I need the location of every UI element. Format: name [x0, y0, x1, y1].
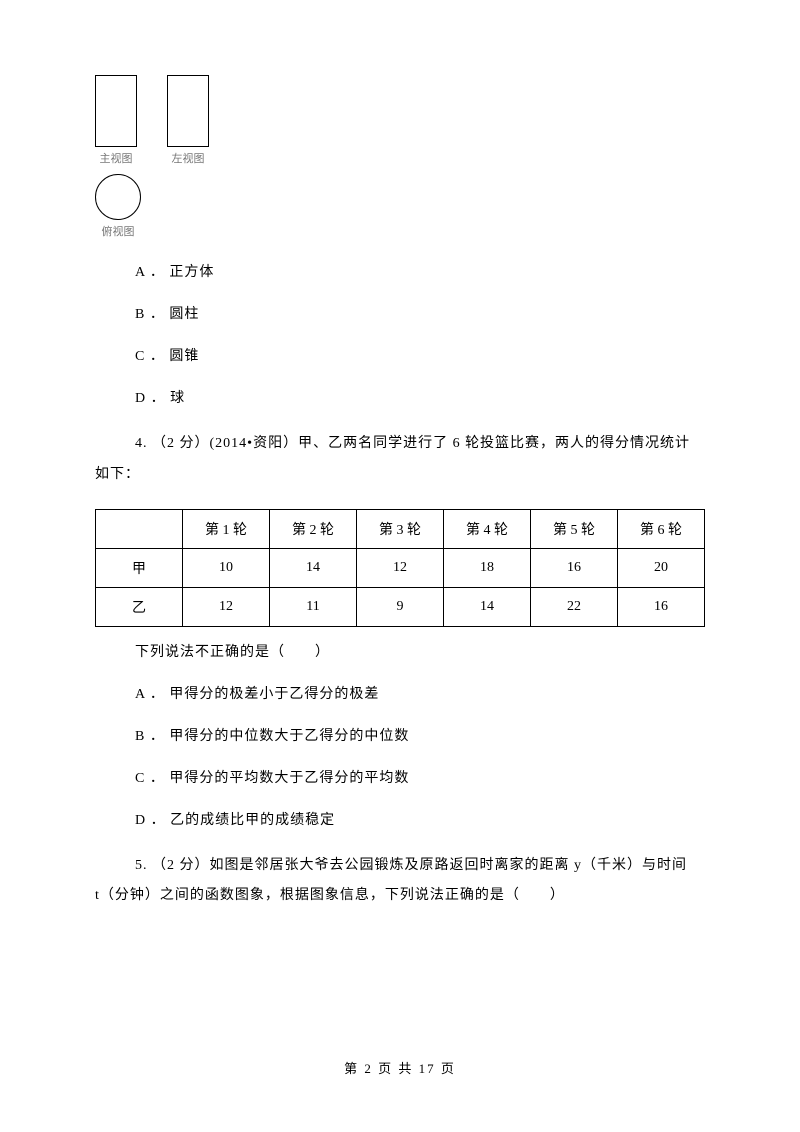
q4-stem: 4. （2 分）(2014•资阳）甲、乙两名同学进行了 6 轮投篮比赛，两人的得… — [135, 429, 705, 491]
q5-stem: 5. （2 分）如图是邻居张大爷去公园锻炼及原路返回时离家的距离 y（千米）与时… — [135, 851, 705, 913]
table-header-0 — [96, 509, 183, 548]
q3-option-d: D ． 球 — [135, 387, 705, 407]
top-view-col: 俯视图 — [95, 174, 141, 239]
orthographic-views-row2: 俯视图 — [95, 174, 705, 239]
table-header-4: 第 4 轮 — [444, 509, 531, 548]
q4-option-a: A ． 甲得分的极差小于乙得分的极差 — [135, 683, 705, 703]
table-cell: 9 — [357, 587, 444, 626]
q4-option-c: C ． 甲得分的平均数大于乙得分的平均数 — [135, 767, 705, 787]
q5-stem-line2: t（分钟）之间的函数图象，根据图象信息，下列说法正确的是（ ） — [95, 881, 565, 912]
page-footer: 第 2 页 共 17 页 — [0, 1058, 800, 1077]
q4-stem-line1: 4. （2 分）(2014•资阳）甲、乙两名同学进行了 6 轮投篮比赛，两人的得… — [135, 436, 690, 451]
table-cell: 12 — [357, 548, 444, 587]
q4-score-table: 第 1 轮 第 2 轮 第 3 轮 第 4 轮 第 5 轮 第 6 轮 甲 10… — [95, 509, 705, 627]
q4-option-d: D ． 乙的成绩比甲的成绩稳定 — [135, 809, 705, 829]
q3-option-a: A ． 正方体 — [135, 261, 705, 281]
table-cell: 乙 — [96, 587, 183, 626]
table-header-1: 第 1 轮 — [183, 509, 270, 548]
table-cell: 14 — [444, 587, 531, 626]
table-row: 甲 10 14 12 18 16 20 — [96, 548, 705, 587]
table-cell: 甲 — [96, 548, 183, 587]
left-view-rect — [167, 75, 209, 147]
table-row: 乙 12 11 9 14 22 16 — [96, 587, 705, 626]
table-cell: 22 — [531, 587, 618, 626]
top-view-circle — [95, 174, 141, 220]
left-view-col: 左视图 — [167, 75, 209, 166]
table-cell: 11 — [270, 587, 357, 626]
front-view-col: 主视图 — [95, 75, 137, 166]
q4-stem-line2: 如下： — [95, 460, 140, 491]
table-cell: 16 — [618, 587, 705, 626]
table-header-2: 第 2 轮 — [270, 509, 357, 548]
front-view-label: 主视图 — [100, 150, 133, 166]
front-view-rect — [95, 75, 137, 147]
table-header-5: 第 5 轮 — [531, 509, 618, 548]
top-view-label: 俯视图 — [102, 223, 135, 239]
orthographic-views-row1: 主视图 左视图 — [95, 75, 705, 166]
left-view-label: 左视图 — [172, 150, 205, 166]
table-header-row: 第 1 轮 第 2 轮 第 3 轮 第 4 轮 第 5 轮 第 6 轮 — [96, 509, 705, 548]
q4-prompt: 下列说法不正确的是（ ） — [135, 641, 705, 661]
table-header-3: 第 3 轮 — [357, 509, 444, 548]
table-cell: 14 — [270, 548, 357, 587]
q5-stem-line1: 5. （2 分）如图是邻居张大爷去公园锻炼及原路返回时离家的距离 y（千米）与时… — [135, 858, 687, 873]
q4-option-b: B ． 甲得分的中位数大于乙得分的中位数 — [135, 725, 705, 745]
table-cell: 20 — [618, 548, 705, 587]
table-cell: 18 — [444, 548, 531, 587]
table-cell: 12 — [183, 587, 270, 626]
table-cell: 16 — [531, 548, 618, 587]
table-cell: 10 — [183, 548, 270, 587]
table-header-6: 第 6 轮 — [618, 509, 705, 548]
q3-option-b: B ． 圆柱 — [135, 303, 705, 323]
q3-option-c: C ． 圆锥 — [135, 345, 705, 365]
